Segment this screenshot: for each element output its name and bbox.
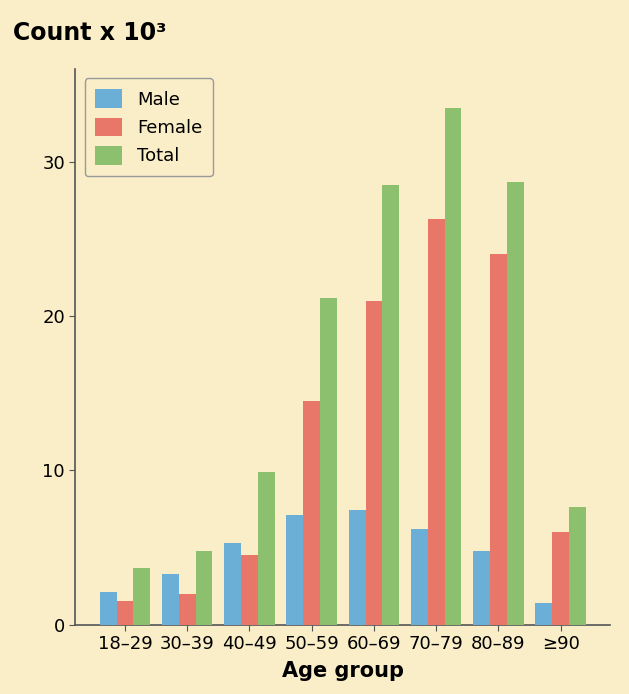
Bar [241,555,258,625]
Bar [196,550,213,625]
Bar [258,472,275,625]
Bar [303,401,320,625]
Legend: Male, Female, Total: Male, Female, Total [84,78,213,176]
Bar [116,602,133,625]
Bar [348,511,365,625]
Bar [507,182,523,625]
Bar [552,532,569,625]
Bar [428,219,445,625]
Bar [320,298,337,625]
Bar [473,550,490,625]
Text: Count x 10³: Count x 10³ [13,21,166,45]
Bar [445,108,461,625]
Bar [569,507,586,625]
Bar [382,185,399,625]
Bar [365,301,382,625]
Bar [225,543,241,625]
Bar [179,594,196,625]
Bar [286,515,303,625]
Bar [535,603,552,625]
Bar [490,255,507,625]
Bar [411,529,428,625]
Bar [162,574,179,625]
Bar [100,592,116,625]
X-axis label: Age group: Age group [282,661,404,682]
Bar [133,568,150,625]
